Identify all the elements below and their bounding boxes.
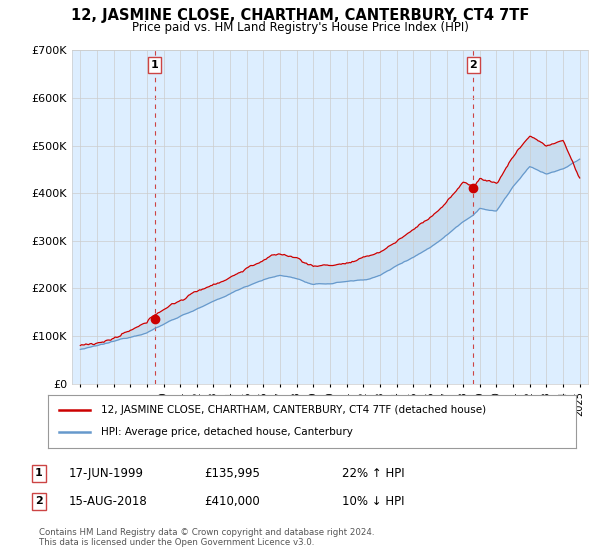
Text: 1: 1 [151, 60, 158, 70]
Text: 22% ↑ HPI: 22% ↑ HPI [342, 466, 404, 480]
Text: 15-AUG-2018: 15-AUG-2018 [69, 494, 148, 508]
Text: 12, JASMINE CLOSE, CHARTHAM, CANTERBURY, CT4 7TF (detached house): 12, JASMINE CLOSE, CHARTHAM, CANTERBURY,… [101, 405, 486, 415]
Text: 2: 2 [470, 60, 478, 70]
Text: 2: 2 [35, 496, 43, 506]
Text: £135,995: £135,995 [204, 466, 260, 480]
Text: £410,000: £410,000 [204, 494, 260, 508]
Text: 1: 1 [35, 468, 43, 478]
Text: Contains HM Land Registry data © Crown copyright and database right 2024.
This d: Contains HM Land Registry data © Crown c… [39, 528, 374, 547]
Text: 10% ↓ HPI: 10% ↓ HPI [342, 494, 404, 508]
Text: HPI: Average price, detached house, Canterbury: HPI: Average price, detached house, Cant… [101, 427, 353, 437]
Text: Price paid vs. HM Land Registry's House Price Index (HPI): Price paid vs. HM Land Registry's House … [131, 21, 469, 34]
Text: 12, JASMINE CLOSE, CHARTHAM, CANTERBURY, CT4 7TF: 12, JASMINE CLOSE, CHARTHAM, CANTERBURY,… [71, 8, 529, 24]
Text: 17-JUN-1999: 17-JUN-1999 [69, 466, 144, 480]
